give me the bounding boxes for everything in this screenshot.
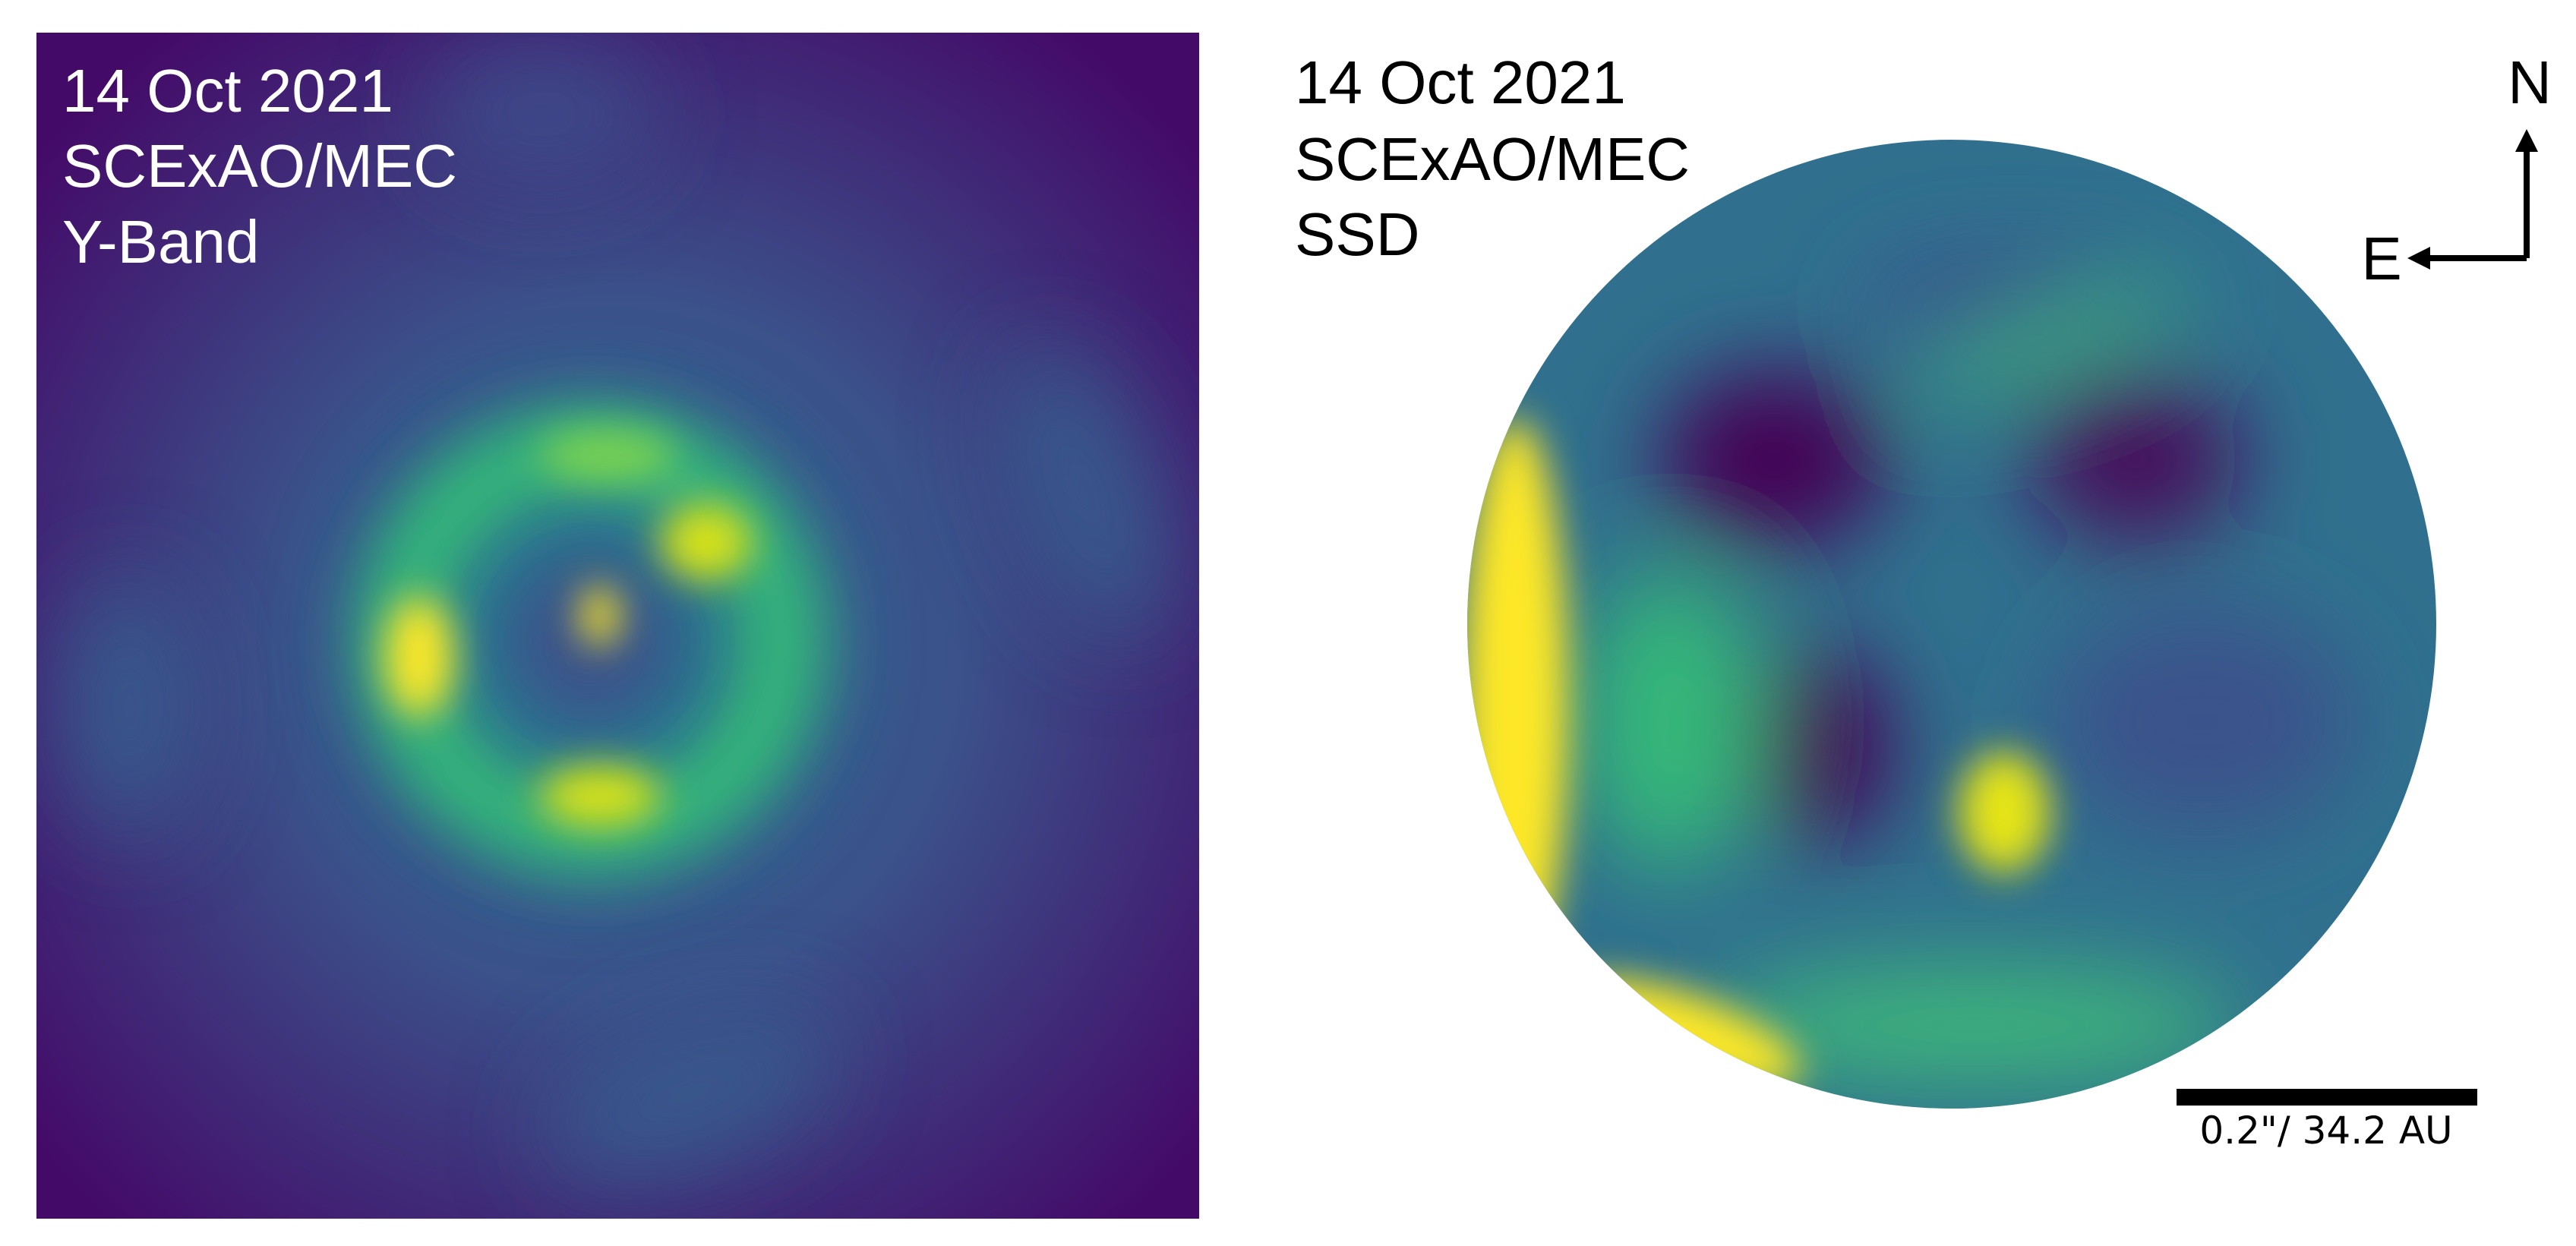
panel-label: Y-Band xyxy=(62,208,260,276)
compass-east: E xyxy=(2361,225,2401,292)
y-band-image xyxy=(36,33,1199,1219)
panel-label: 14 Oct 2021 xyxy=(62,57,393,125)
scale-bar-label: 0.2"/ 34.2 AU xyxy=(2199,1109,2452,1153)
compass-north: N xyxy=(2508,49,2552,116)
compass xyxy=(2407,129,2538,270)
scale-bar xyxy=(2177,1089,2477,1106)
panel-label: SSD xyxy=(1295,200,1420,268)
panel-label: SCExAO/MEC xyxy=(1295,125,1690,193)
panel-label: SCExAO/MEC xyxy=(62,132,457,200)
panel-label: 14 Oct 2021 xyxy=(1295,49,1626,116)
ssd-image xyxy=(1467,140,2436,1109)
